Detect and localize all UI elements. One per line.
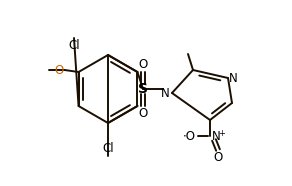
Text: O: O	[213, 151, 223, 164]
Text: N: N	[229, 71, 238, 84]
Text: S: S	[138, 82, 148, 96]
Text: Cl: Cl	[68, 39, 80, 52]
Text: N: N	[161, 86, 170, 100]
Text: +: +	[218, 129, 225, 137]
Text: O: O	[138, 107, 148, 120]
Text: O: O	[54, 63, 64, 76]
Text: ⋅O: ⋅O	[183, 129, 196, 142]
Text: Cl: Cl	[102, 142, 114, 155]
Text: O: O	[138, 58, 148, 71]
Text: N: N	[212, 129, 221, 142]
